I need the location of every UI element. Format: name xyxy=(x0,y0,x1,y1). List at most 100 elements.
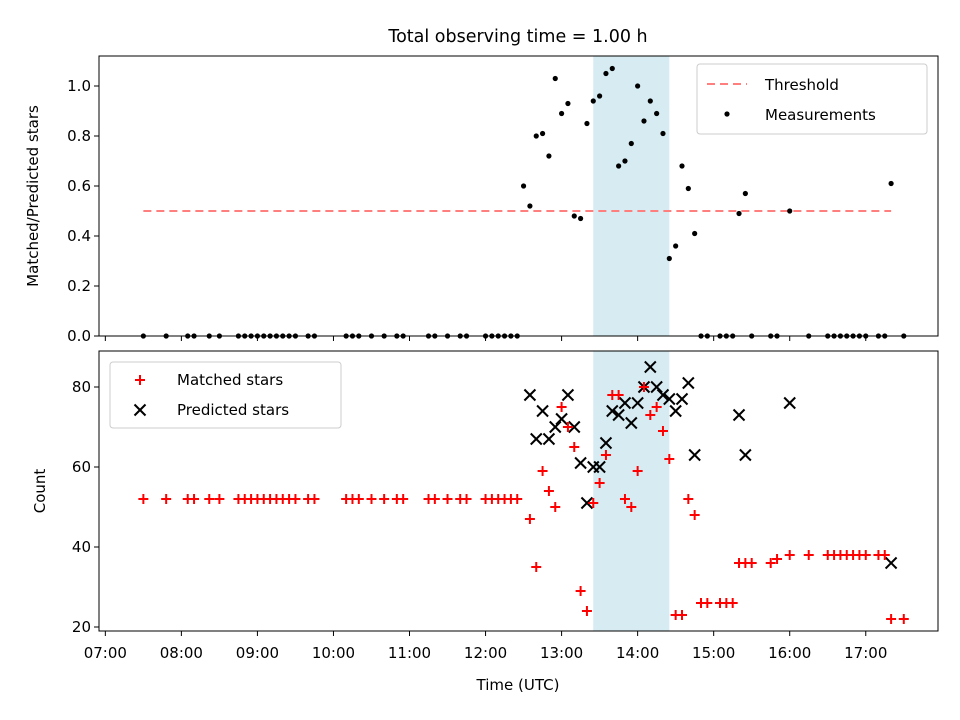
measurement-point xyxy=(533,133,539,139)
measurement-point xyxy=(647,98,653,104)
measurement-point xyxy=(685,185,691,192)
matched-star-marker xyxy=(860,550,871,560)
matched-star-marker xyxy=(531,562,542,572)
measurement-point xyxy=(673,243,679,249)
measurement-point xyxy=(558,110,565,117)
top-legend: Threshold Measurements xyxy=(696,63,928,135)
measurement-point xyxy=(552,75,558,82)
matched-star-marker xyxy=(594,478,605,488)
matched-star-marker xyxy=(638,382,649,392)
matched-star-marker xyxy=(556,402,567,412)
predicted-star-marker xyxy=(682,376,695,390)
matched-star-marker xyxy=(676,610,687,620)
measurement-point xyxy=(546,153,552,159)
matched-star-marker xyxy=(626,502,637,512)
bottom-x-tick-label: 12:00 xyxy=(464,644,507,662)
measurement-point xyxy=(666,255,672,262)
matched-star-marker xyxy=(138,494,149,504)
matched-star-marker xyxy=(772,554,783,564)
matched-star-marker xyxy=(429,494,440,504)
bottom-axes-frame xyxy=(98,350,939,632)
predicted-star-marker xyxy=(675,392,689,406)
matched-star-marker xyxy=(784,550,795,560)
top-measurement-points xyxy=(140,65,907,339)
measurement-point xyxy=(660,130,666,137)
bottom-x-axis-label: Time (UTC) xyxy=(476,676,560,694)
legend-predicted-x xyxy=(133,403,147,417)
matched-star-marker xyxy=(664,454,675,464)
predicted-star-marker xyxy=(555,412,568,426)
matched-star-marker xyxy=(651,402,662,412)
predicted-star-marker xyxy=(644,360,657,374)
measurement-point xyxy=(584,120,590,127)
legend-measurements-label: Measurements xyxy=(765,106,876,124)
matched-star-marker xyxy=(569,442,580,452)
legend-measurements-swatch xyxy=(724,111,730,117)
measurement-point xyxy=(736,210,742,217)
matched-star-marker xyxy=(366,494,377,504)
matched-star-marker xyxy=(746,558,757,568)
predicted-star-marker xyxy=(574,456,587,470)
legend-matched-plus xyxy=(135,375,145,385)
bottom-y-tick-label: 40 xyxy=(72,538,91,556)
measurement-point xyxy=(597,93,603,99)
matched-star-marker xyxy=(683,494,694,504)
legend-predicted-swatch xyxy=(133,403,147,417)
measurement-point xyxy=(787,208,793,214)
predicted-star-marker xyxy=(618,396,632,410)
measurement-point xyxy=(616,163,622,169)
legend-predicted-label: Predicted stars xyxy=(177,401,289,419)
bottom-x-tick-label: 08:00 xyxy=(160,644,203,662)
bottom-x-tick-label: 11:00 xyxy=(388,644,431,662)
bottom-y-tick-label: 80 xyxy=(72,378,91,396)
matched-star-marker xyxy=(309,494,320,504)
predicted-star-marker xyxy=(568,420,581,434)
matched-star-marker xyxy=(765,558,776,568)
matched-star-marker xyxy=(524,514,535,524)
top-y-tick-label: 0.8 xyxy=(67,127,91,145)
matched-star-marker xyxy=(689,510,700,520)
measurement-point xyxy=(565,100,571,107)
matched-star-marker xyxy=(461,494,472,504)
bottom-legend-box xyxy=(109,361,342,429)
matched-star-marker xyxy=(189,494,200,504)
predicted-star-marker xyxy=(688,448,701,462)
matched-star-marker xyxy=(398,494,409,504)
bottom-x-tick-label: 16:00 xyxy=(768,644,811,662)
predicted-star-marker xyxy=(663,392,676,406)
matched-star-marker xyxy=(632,466,643,476)
matched-star-marker xyxy=(645,410,656,420)
measurement-point xyxy=(578,215,584,222)
measurement-point xyxy=(590,98,596,104)
legend-matched-swatch xyxy=(135,375,145,385)
matched-star-marker xyxy=(879,550,890,560)
matched-star-marker xyxy=(537,466,548,476)
predicted-star-markers xyxy=(523,360,898,570)
top-panel-ratio: 0.0 0.2 0.4 0.6 0.8 1.0 Matched/Predicted sta… xyxy=(24,55,939,345)
top-y-tick-label: 0.2 xyxy=(67,277,91,295)
bottom-x-tick-label: 15:00 xyxy=(692,644,735,662)
bottom-highlight-band xyxy=(593,351,670,631)
matched-star-marker xyxy=(442,494,453,504)
bottom-x-tick-label: 07:00 xyxy=(84,644,127,662)
top-highlight-band xyxy=(593,56,670,336)
predicted-star-marker xyxy=(739,448,752,462)
bottom-x-tick-label: 09:00 xyxy=(236,644,279,662)
top-x-ticks xyxy=(104,336,867,341)
top-y-tick-label: 0.0 xyxy=(67,327,91,345)
matched-star-marker xyxy=(204,494,215,504)
top-y-axis-label: Matched/Predicted stars xyxy=(24,105,42,287)
top-y-tick-label: 0.6 xyxy=(67,177,91,195)
top-y-tick-label: 0.4 xyxy=(67,227,91,245)
matched-star-marker xyxy=(575,586,586,596)
measurement-point xyxy=(692,230,698,237)
measurement-point xyxy=(635,83,641,89)
matched-star-marker xyxy=(600,450,611,460)
measurement-point xyxy=(742,190,748,197)
predicted-star-marker xyxy=(606,404,619,418)
matched-star-marker xyxy=(619,494,630,504)
measurement-point xyxy=(520,183,527,189)
top-y-axis: 0.0 0.2 0.4 0.6 0.8 1.0 xyxy=(67,77,99,345)
matched-star-marker xyxy=(886,614,897,624)
